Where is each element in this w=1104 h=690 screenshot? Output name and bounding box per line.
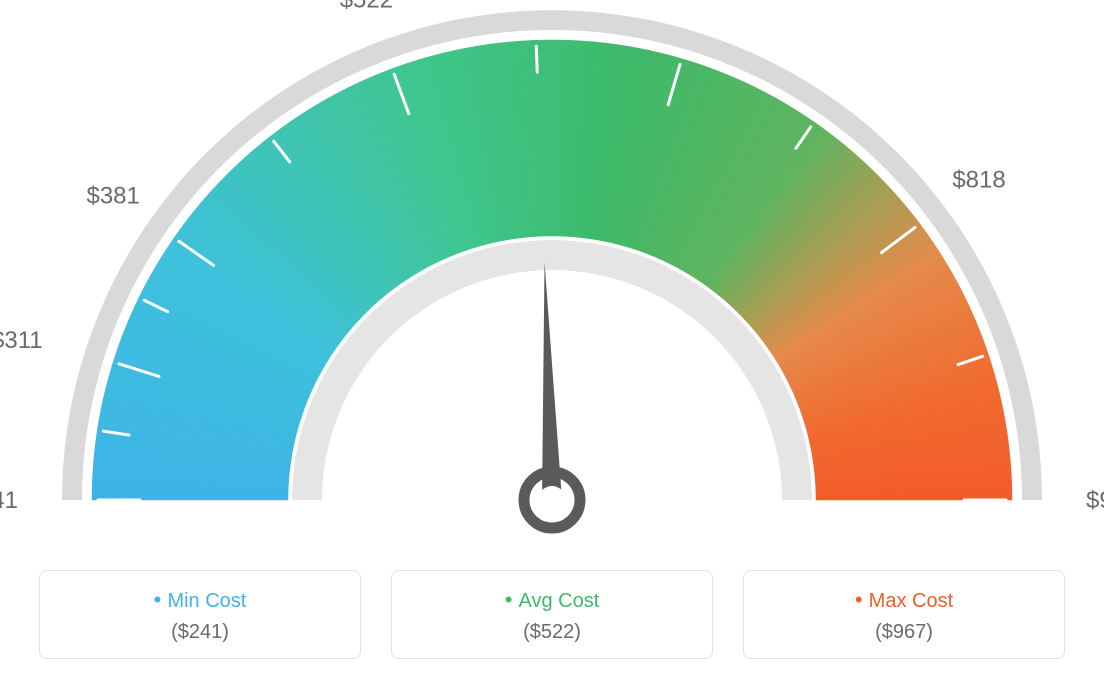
tick-label: $967 — [1086, 487, 1104, 514]
legend-title-min: Min Cost — [50, 587, 350, 613]
legend-card-min: Min Cost ($241) — [39, 570, 361, 659]
tick-label: $522 — [340, 0, 393, 13]
legend-card-avg: Avg Cost ($522) — [391, 570, 713, 659]
legend-row: Min Cost ($241) Avg Cost ($522) Max Cost… — [0, 570, 1104, 659]
legend-value-max: ($967) — [754, 621, 1054, 644]
legend-value-min: ($241) — [50, 621, 350, 644]
legend-value-avg: ($522) — [402, 621, 702, 644]
tick-label: $818 — [952, 166, 1005, 193]
tick-label: $311 — [0, 327, 43, 354]
cost-gauge-chart: $241 $311 $381 $522 $670 $818 $967 Min Cost ($… — [0, 0, 1104, 690]
gauge-svg: $241 $311 $381 $522 $670 $818 $967 — [0, 0, 1104, 560]
tick-label: $670 — [676, 0, 729, 2]
legend-title-max: Max Cost — [754, 587, 1054, 613]
needle-hub-inner — [538, 486, 566, 514]
legend-card-max: Max Cost ($967) — [743, 570, 1065, 659]
tick-label: $241 — [0, 487, 18, 514]
legend-title-avg: Avg Cost — [402, 587, 702, 613]
gauge-needle — [542, 262, 562, 500]
tick-label: $381 — [86, 183, 139, 210]
